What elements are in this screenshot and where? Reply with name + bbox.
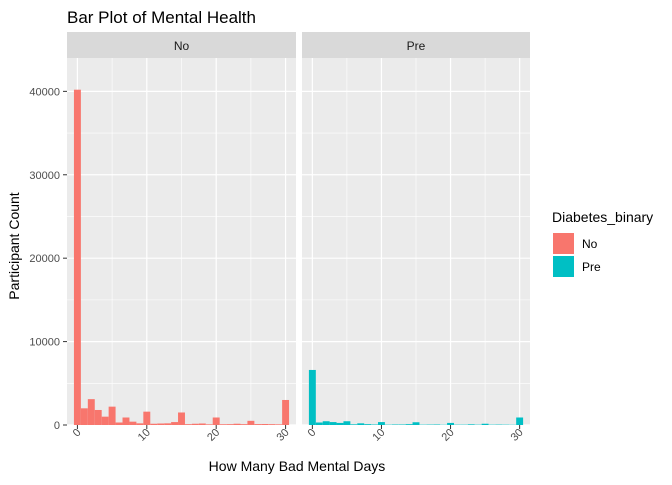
bar	[136, 423, 143, 425]
bar	[74, 90, 81, 425]
bar	[399, 424, 406, 425]
bar	[178, 412, 185, 425]
bar	[150, 424, 157, 425]
bar	[247, 421, 254, 425]
bar	[357, 423, 364, 425]
x-tick-label: 30	[509, 427, 526, 444]
x-tick-label: 10	[370, 427, 387, 444]
bar	[371, 424, 378, 425]
bar	[433, 424, 440, 425]
bar	[199, 423, 206, 425]
y-tick-label: 30000	[29, 170, 60, 182]
bar	[109, 407, 116, 425]
bar	[143, 412, 150, 425]
y-tick-label: 20000	[29, 253, 60, 265]
bar	[364, 424, 371, 425]
bar	[413, 422, 420, 425]
bar	[227, 424, 234, 425]
bar	[234, 424, 241, 425]
bar	[447, 423, 454, 425]
bar	[323, 421, 330, 425]
x-tick-label: 20	[440, 427, 457, 444]
bar	[81, 408, 88, 425]
x-axis-label: How Many Bad Mental Days	[209, 458, 386, 474]
facet-strip-label: Pre	[407, 39, 426, 53]
bar	[206, 424, 213, 425]
bar	[254, 424, 261, 425]
y-tick-label: 10000	[29, 337, 60, 349]
chart-title: Bar Plot of Mental Health	[67, 8, 256, 27]
x-tick-label: 30	[275, 427, 292, 444]
bar	[468, 424, 475, 425]
bar	[261, 424, 268, 425]
bar	[88, 399, 95, 425]
bar	[185, 424, 192, 425]
bar	[116, 422, 123, 425]
bar	[316, 422, 323, 425]
legend-label-pre: Pre	[582, 260, 601, 274]
bar	[350, 424, 357, 425]
bar	[192, 424, 199, 425]
bar	[220, 424, 227, 425]
bar	[330, 422, 337, 425]
bar	[164, 423, 171, 425]
legend-title: Diabetes_binary	[552, 209, 653, 225]
x-tick-label: 10	[136, 427, 153, 444]
bar	[95, 410, 102, 425]
y-tick-label: 40000	[29, 86, 60, 98]
bar	[102, 417, 109, 425]
bar	[337, 423, 344, 425]
bar	[268, 424, 275, 425]
legend-key-pre	[553, 256, 574, 277]
legend: Diabetes_binary No Pre	[552, 209, 653, 277]
bar	[309, 370, 316, 425]
bar	[240, 424, 247, 425]
x-tick-label: 20	[205, 427, 222, 444]
bar	[516, 417, 523, 425]
bar	[213, 417, 220, 425]
bar	[123, 417, 130, 425]
legend-key-no	[553, 233, 574, 254]
legend-label-no: No	[582, 237, 598, 251]
facet-strip-label: No	[174, 39, 190, 53]
y-tick-label: 0	[54, 420, 60, 432]
bar	[482, 424, 489, 425]
bar	[171, 422, 178, 425]
y-axis-label: Participant Count	[6, 192, 22, 300]
bar	[282, 400, 289, 425]
bar	[392, 424, 399, 425]
bar	[157, 423, 164, 425]
bar	[275, 424, 282, 425]
bar	[406, 424, 413, 425]
bar	[378, 422, 385, 425]
bar	[129, 422, 136, 425]
bar	[343, 421, 350, 425]
